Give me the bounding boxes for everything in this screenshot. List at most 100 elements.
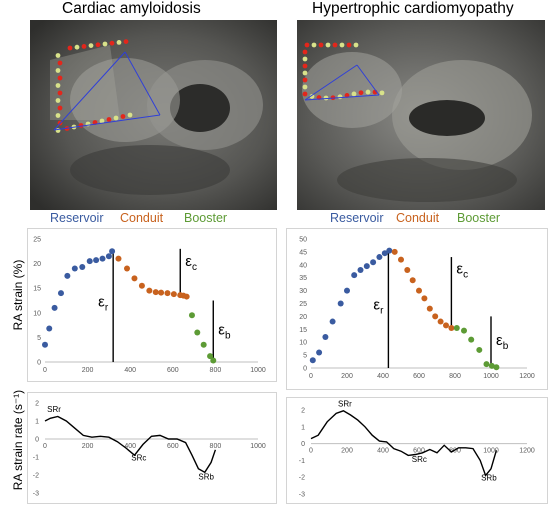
title-cardiac-amyloidosis: Cardiac amyloidosis	[62, 0, 201, 17]
x-tick-label: 0	[309, 448, 313, 455]
strain-rate-label-srb: SRb	[481, 474, 497, 483]
data-point-reservoir	[46, 325, 53, 332]
data-point-booster	[476, 346, 483, 353]
data-point-conduit	[164, 290, 171, 297]
y-tick-label: 0	[37, 360, 41, 367]
data-point-reservoir	[381, 250, 388, 257]
x-tick-label: 400	[124, 367, 136, 374]
y-tick-label: 10	[33, 310, 41, 317]
atrium-left-contour-dot	[55, 98, 61, 103]
data-point-reservoir	[86, 258, 93, 265]
y-tick-label: 0	[301, 441, 305, 448]
atrium-left-contour-dot	[95, 42, 101, 48]
data-point-reservoir	[363, 263, 370, 270]
strain-rate-label-src: SRc	[131, 454, 146, 463]
data-point-conduit	[409, 277, 416, 284]
atrium-right-contour-dot	[318, 42, 324, 48]
y-tick-label: 25	[33, 237, 41, 244]
x-tick-label: 600	[167, 443, 179, 450]
x-tick-label: 1000	[250, 443, 266, 450]
atrium-right-contour-dot	[302, 70, 308, 76]
phase-label-reservoir-left: Reservoir	[50, 211, 104, 225]
data-point-conduit	[391, 248, 398, 255]
title-hypertrophic-cardiomyopathy: Hypertrophic cardiomyopathy	[312, 0, 514, 17]
data-point-conduit	[131, 275, 138, 282]
atrium-left-contour-dot	[116, 40, 122, 45]
y-tick-label: 20	[299, 314, 307, 321]
phase-label-reservoir-right: Reservoir	[330, 211, 384, 225]
data-point-conduit	[124, 265, 131, 272]
data-point-reservoir	[57, 290, 64, 297]
y-tick-label: -1	[33, 455, 39, 462]
data-point-reservoir	[351, 272, 358, 279]
x-tick-label: 0	[309, 373, 313, 380]
strain-marker-label-c: εc	[456, 261, 468, 281]
data-point-conduit	[443, 322, 449, 329]
atrium-right-contour-dot	[309, 94, 315, 99]
y-tick-label: 25	[299, 301, 307, 308]
atrium-right-contour-dot	[353, 42, 359, 48]
y-tick-label: -2	[33, 473, 39, 480]
x-tick-label: 800	[210, 367, 222, 374]
data-point-booster	[461, 327, 467, 334]
strain-chart-amyloidosis: 0 200 400 600 800 1000 0 5 10 15 20 25 εr εc εb	[27, 228, 277, 382]
strain-rate-curve	[310, 410, 498, 477]
data-point-conduit	[448, 325, 455, 332]
atrium-right-contour-dot	[311, 42, 317, 48]
atrium-left-contour-dot	[81, 44, 87, 49]
atrium-left-contour-dot	[55, 113, 61, 118]
phase-label-booster-left: Booster	[184, 211, 228, 225]
y-tick-label: 1	[35, 419, 39, 426]
x-tick-label: 200	[82, 443, 94, 450]
atrium-right-contour-dot	[302, 77, 308, 83]
x-tick-label: 0	[43, 367, 47, 374]
data-point-conduit	[398, 256, 404, 263]
atrium-left-contour-dot	[55, 83, 61, 88]
atrium-left-contour-dot	[57, 105, 63, 111]
atrium-right-contour-dot	[351, 91, 357, 97]
data-point-reservoir	[370, 259, 377, 266]
atrium-right-contour-dot	[302, 91, 308, 97]
atrium-left-contour-dot	[57, 90, 63, 96]
strain-rate-label-srr: SRr	[338, 400, 352, 409]
atrium-left-contour-dot	[88, 43, 94, 48]
atrium-right-contour-dot	[323, 95, 329, 101]
phase-label-booster-right: Booster	[457, 211, 501, 225]
x-tick-label: 800	[210, 443, 222, 450]
y-tick-label: 1	[301, 424, 305, 431]
atrium-left-contour-dot	[99, 118, 105, 124]
data-point-reservoir	[64, 272, 71, 279]
atrium-right-contour-dot	[325, 42, 331, 48]
strain-marker-label-r: εr	[98, 294, 109, 314]
x-tick-label: 800	[449, 448, 461, 455]
data-point-booster	[453, 325, 460, 332]
strain-rate-curve	[44, 415, 217, 474]
y-tick-label: 5	[37, 335, 41, 342]
x-tick-label: 1200	[519, 448, 535, 455]
atrium-left-contour-dot	[55, 53, 61, 58]
data-point-reservoir	[322, 334, 329, 341]
data-point-conduit	[432, 313, 439, 320]
atrium-left-contour-dot	[120, 114, 126, 119]
x-tick-label: 0	[43, 443, 47, 450]
strain-rate-chart-hcm: 0 200 400 600 800 1000 1200 2 1 0 -1 -2 -3 SRr SRc SRb	[286, 397, 548, 504]
data-point-booster	[488, 362, 495, 369]
data-point-reservoir	[357, 266, 364, 273]
data-point-conduit	[404, 266, 411, 273]
y-tick-label: -3	[299, 492, 305, 499]
strain-marker-label-c: εc	[185, 253, 197, 273]
y-tick-label: -2	[299, 475, 305, 482]
y-tick-label: 2	[301, 408, 305, 415]
x-tick-label: 200	[82, 367, 94, 374]
atrium-left-contour-dot	[113, 115, 119, 121]
data-point-reservoir	[386, 247, 393, 254]
strain-rate-chart-amyloidosis: 0 200 400 600 800 1000 2 1 0 -1 -2 -3 SRr SRc SRb	[27, 392, 277, 504]
data-point-reservoir	[316, 349, 323, 356]
phase-label-conduit-left: Conduit	[120, 211, 164, 225]
data-point-reservoir	[329, 318, 336, 325]
atrium-left-contour-dot	[74, 44, 80, 50]
atrium-left-contour-dot	[106, 117, 112, 122]
data-point-reservoir	[71, 265, 78, 272]
strain-marker-label-b: εb	[218, 321, 231, 341]
data-point-reservoir	[109, 248, 116, 255]
